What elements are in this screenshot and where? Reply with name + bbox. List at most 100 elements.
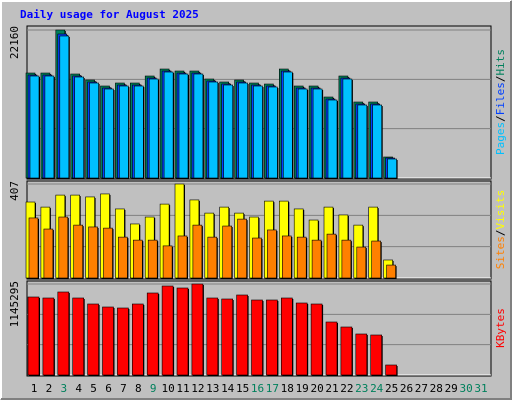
y-tick-label: 22160 — [8, 26, 21, 59]
bar-face — [132, 303, 144, 376]
x-tick-label: 23 — [355, 382, 368, 395]
bar-face — [311, 239, 322, 279]
bar-face — [238, 82, 248, 179]
x-tick-label: 24 — [370, 382, 384, 395]
bar-face — [72, 297, 84, 376]
bar-face — [193, 73, 204, 179]
bar-face — [372, 104, 383, 179]
y-tick-label: 407 — [8, 181, 21, 201]
x-tick-label: 31 — [474, 382, 487, 395]
x-tick-label: 29 — [445, 382, 458, 395]
bar-face — [57, 291, 70, 376]
bar-face — [326, 233, 337, 279]
bar-face — [355, 333, 368, 376]
chart-title: Daily usage for August 2025 — [20, 8, 199, 21]
x-tick-label: 28 — [430, 382, 443, 395]
bar-face — [147, 239, 158, 279]
bar-face — [163, 71, 174, 179]
bar-face — [133, 239, 143, 279]
bar-face — [102, 306, 114, 376]
bar-face — [342, 78, 353, 179]
bar-face — [59, 35, 70, 179]
bar-face — [295, 302, 308, 376]
x-tick-label: 1 — [31, 382, 38, 395]
x-tick-label: 19 — [296, 382, 309, 395]
x-tick-label: 18 — [281, 382, 294, 395]
bar-face — [251, 299, 263, 376]
bar-face — [74, 76, 84, 179]
bar-face — [296, 236, 307, 279]
bar-face — [356, 246, 367, 279]
bar-face — [252, 237, 262, 279]
bar-face — [162, 245, 173, 279]
bar-face — [88, 226, 98, 279]
x-tick-label: 2 — [46, 382, 53, 395]
bar-face — [146, 292, 159, 376]
bar-face — [370, 334, 383, 376]
bar-face — [386, 264, 396, 279]
x-tick-label: 13 — [206, 382, 219, 395]
x-tick-label: 26 — [400, 382, 413, 395]
legend-entry: KBytes — [494, 308, 507, 348]
bar-face — [340, 326, 353, 376]
legend: KBytes — [494, 308, 507, 348]
x-tick-label: 8 — [135, 382, 142, 395]
bar-face — [341, 239, 352, 279]
x-tick-label: 21 — [325, 382, 338, 395]
bar-face — [118, 236, 128, 279]
legend-separator: / — [494, 230, 507, 237]
bar-face — [161, 285, 174, 376]
bar-face — [44, 75, 55, 179]
x-tick-label: 15 — [236, 382, 249, 395]
bar-face — [268, 86, 278, 179]
bar-face — [178, 73, 189, 179]
x-tick-label: 17 — [266, 382, 279, 395]
legend-separator: / — [494, 76, 507, 83]
legend-entry: Sites — [494, 236, 507, 269]
bar-face — [236, 294, 248, 376]
x-tick-label: 20 — [310, 382, 323, 395]
bar-face — [119, 85, 129, 179]
bar-face — [104, 88, 114, 179]
bar-face — [327, 99, 338, 179]
x-tick-label: 22 — [340, 382, 353, 395]
bar-face — [221, 298, 233, 376]
legend: Sites/Visits — [494, 190, 507, 270]
bar-face — [177, 235, 188, 279]
bar-face — [28, 217, 39, 279]
bar-face — [280, 297, 293, 376]
bar-face — [206, 297, 219, 376]
bar-face — [312, 88, 323, 179]
bar-face — [89, 82, 99, 179]
bar-face — [237, 218, 247, 279]
bar-face — [266, 299, 278, 376]
bar-face — [207, 236, 218, 279]
x-tick-label: 11 — [176, 382, 189, 395]
bar-face — [385, 364, 397, 376]
bar-face — [310, 303, 323, 376]
x-tick-label: 30 — [459, 382, 472, 395]
legend-entry: Hits — [494, 49, 507, 76]
bar-face — [103, 227, 113, 279]
bar-face — [223, 84, 233, 179]
bar-face — [297, 88, 308, 179]
bar-face — [134, 85, 144, 179]
x-tick-label: 27 — [415, 382, 428, 395]
x-tick-label: 14 — [221, 382, 235, 395]
bar-face — [208, 81, 219, 179]
legend: Pages/Files/Hits — [494, 49, 507, 155]
x-tick-label: 6 — [105, 382, 112, 395]
bar-face — [371, 240, 382, 279]
x-tick-label: 7 — [120, 382, 127, 395]
x-tick-label: 12 — [191, 382, 204, 395]
bar-face — [58, 216, 69, 279]
bar-face — [222, 225, 232, 279]
legend-separator: / — [494, 115, 507, 122]
legend-entry: Files — [494, 82, 507, 115]
legend-entry: Pages — [494, 122, 507, 155]
x-tick-label: 10 — [161, 382, 174, 395]
bar-face — [29, 75, 40, 179]
bar-face — [73, 224, 83, 279]
